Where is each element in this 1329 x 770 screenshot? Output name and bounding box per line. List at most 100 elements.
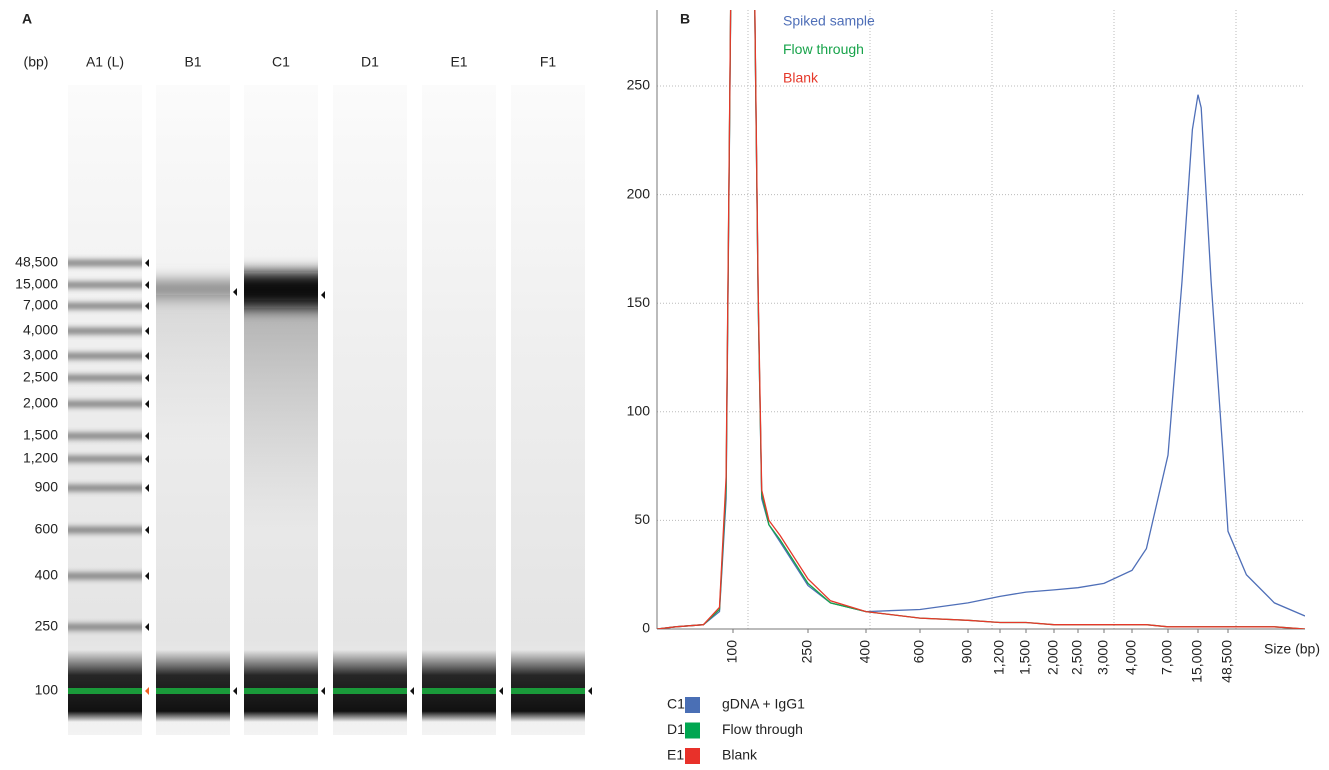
- lower-marker-band: [333, 650, 407, 722]
- ladder-label: 7,000: [23, 297, 58, 313]
- lower-marker-band: [68, 650, 142, 722]
- ladder-label: 900: [35, 479, 59, 495]
- marker-triangle: [145, 526, 149, 534]
- ladder-band: [68, 328, 142, 334]
- marker-triangle: [145, 572, 149, 580]
- x-tick-label: 3,000: [1095, 640, 1111, 675]
- marker-triangle: [145, 455, 149, 463]
- lower-marker-band: [156, 650, 230, 722]
- legend-well: E1: [667, 747, 684, 763]
- legend-swatch: [685, 748, 700, 764]
- x-tick-label: 250: [799, 640, 815, 664]
- lane-label: C1: [272, 54, 290, 70]
- marker-triangle: [145, 400, 149, 408]
- legend-label: Flow through: [783, 41, 864, 57]
- marker-line: [156, 688, 230, 694]
- marker-line: [422, 688, 496, 694]
- series-line: [657, 10, 1305, 629]
- x-tick-label: 600: [911, 640, 927, 664]
- marker-triangle: [499, 687, 503, 695]
- x-tick-label: 400: [857, 640, 873, 664]
- legend-swatch: [685, 697, 700, 713]
- legend-label: Blank: [722, 747, 758, 763]
- legend-well: C1: [667, 696, 685, 712]
- y-tick-label: 100: [627, 403, 651, 419]
- ladder-band: [68, 624, 142, 630]
- marker-triangle: [410, 687, 414, 695]
- sample-band: [156, 280, 230, 298]
- marker-triangle: [321, 687, 325, 695]
- x-tick-label: 100: [724, 640, 740, 664]
- unit-label: (bp): [24, 54, 49, 70]
- ladder-band: [68, 260, 142, 266]
- ladder-band: [68, 456, 142, 462]
- y-tick-label: 50: [634, 511, 650, 527]
- ladder-label: 1,200: [23, 450, 58, 466]
- ladder-band: [68, 573, 142, 579]
- x-axis-label: Size (bp): [1264, 641, 1320, 657]
- legend-label: Spiked sample: [783, 13, 875, 29]
- lane-label: A1 (L): [86, 54, 124, 70]
- ladder-band: [68, 401, 142, 407]
- marker-triangle: [145, 374, 149, 382]
- x-tick-label: 900: [959, 640, 975, 664]
- legend-label: Blank: [783, 70, 819, 86]
- lane: [511, 85, 585, 735]
- marker-line: [511, 688, 585, 694]
- ladder-band: [68, 375, 142, 381]
- ladder-band: [68, 485, 142, 491]
- marker-triangle: [233, 687, 237, 695]
- ladder-band: [68, 433, 142, 439]
- legend-label: gDNA + IgG1: [722, 696, 805, 712]
- marker-triangle: [145, 484, 149, 492]
- smear: [156, 295, 230, 445]
- x-tick-label: 2,000: [1045, 640, 1061, 675]
- x-tick-label: 48,500: [1219, 640, 1235, 683]
- ladder-band: [68, 303, 142, 309]
- legend-well: D1: [667, 721, 685, 737]
- marker-triangle: [145, 259, 149, 267]
- marker-line: [68, 688, 142, 694]
- y-tick-label: 150: [627, 294, 651, 310]
- marker-triangle: [321, 291, 325, 299]
- ladder-label: 1,500: [23, 427, 58, 443]
- marker-line: [244, 688, 318, 694]
- x-tick-label: 1,200: [991, 640, 1007, 675]
- ladder-label: 48,500: [15, 254, 58, 270]
- x-tick-label: 4,000: [1123, 640, 1139, 675]
- lower-marker-band: [422, 650, 496, 722]
- x-tick-label: 15,000: [1189, 640, 1205, 683]
- marker-triangle: [145, 352, 149, 360]
- electropherogram: B Size (bp) 0 50 100 150 200 250 100 250 400 600 9…: [627, 10, 1320, 764]
- ladder-label: 15,000: [15, 276, 58, 292]
- ladder-label: 2,000: [23, 395, 58, 411]
- lane-label: E1: [450, 54, 467, 70]
- marker-triangle: [588, 687, 592, 695]
- x-tick-label: 2,500: [1069, 640, 1085, 675]
- legend-label: Flow through: [722, 721, 803, 737]
- lane-label: F1: [540, 54, 557, 70]
- lane-label: D1: [361, 54, 379, 70]
- lane: [422, 85, 496, 735]
- ladder-label: 400: [35, 567, 59, 583]
- marker-triangle: [145, 302, 149, 310]
- ladder-label: 2,500: [23, 369, 58, 385]
- series-line: [657, 10, 1305, 629]
- panel-label: A: [22, 11, 32, 27]
- sample-band: [244, 272, 318, 308]
- marker-triangle: [145, 327, 149, 335]
- marker-triangle: [145, 281, 149, 289]
- ladder-label: 250: [35, 618, 59, 634]
- y-tick-label: 0: [642, 620, 650, 636]
- lane-label: B1: [184, 54, 201, 70]
- ladder-label: 600: [35, 521, 59, 537]
- ladder-label: 3,000: [23, 347, 58, 363]
- panel-label: B: [680, 11, 690, 27]
- lower-marker-band: [511, 650, 585, 722]
- ladder-band: [68, 282, 142, 288]
- smear: [244, 300, 318, 530]
- marker-triangle: [145, 623, 149, 631]
- plot-area: [657, 10, 1305, 629]
